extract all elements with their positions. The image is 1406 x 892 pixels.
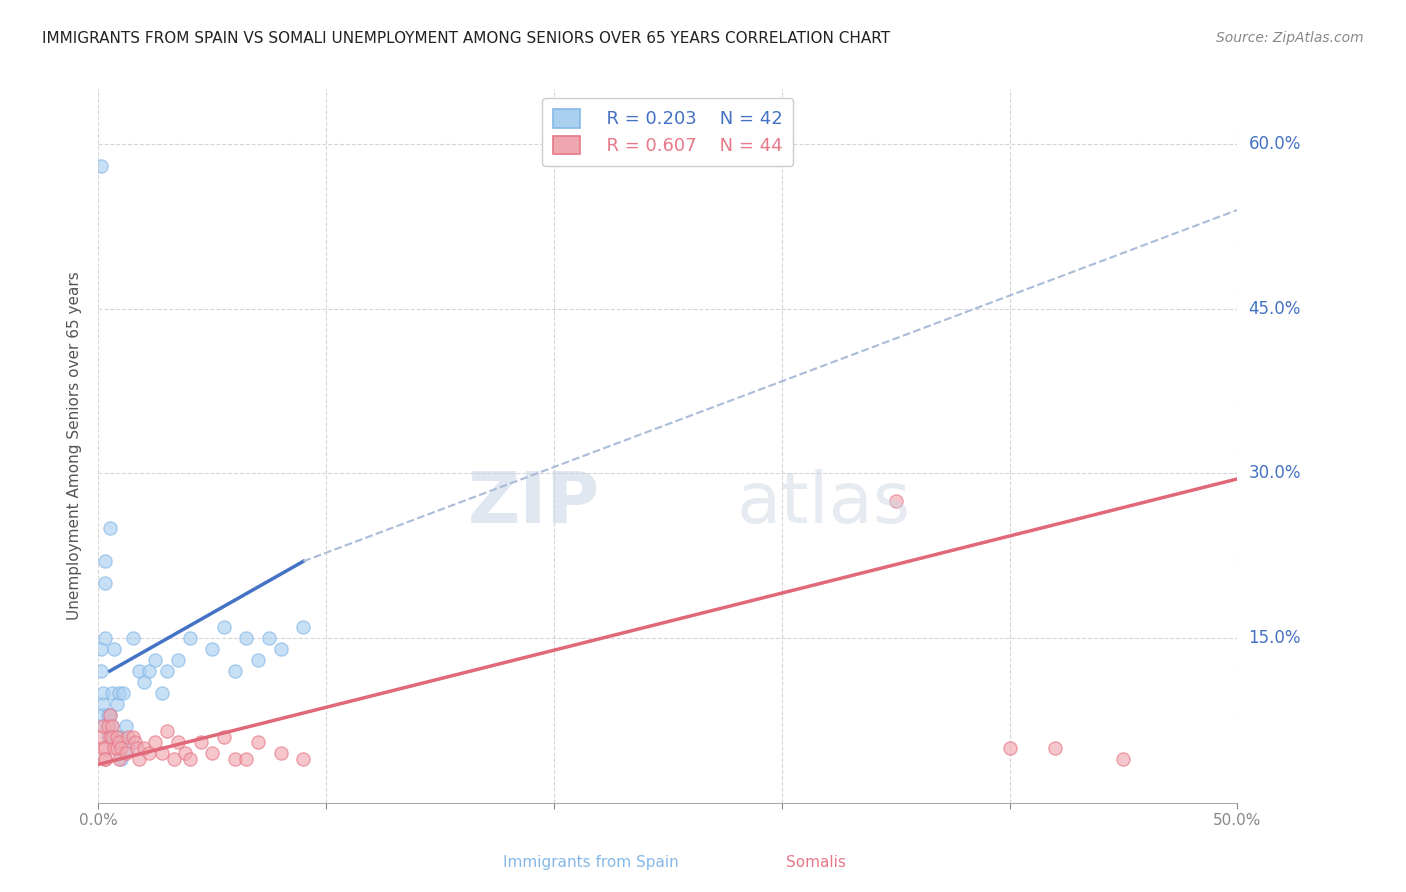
Point	[91, 697, 114, 711]
Point	[90, 664, 112, 678]
Point	[103, 642, 125, 657]
Point	[156, 724, 179, 739]
Point	[94, 631, 117, 645]
Point	[90, 730, 112, 744]
Y-axis label: Unemployment Among Seniors over 65 years: Unemployment Among Seniors over 65 years	[67, 272, 83, 620]
Point	[138, 664, 160, 678]
Point	[110, 752, 132, 766]
Point	[90, 159, 112, 173]
Point	[108, 686, 131, 700]
Text: 45.0%: 45.0%	[1249, 300, 1301, 318]
Point	[90, 642, 112, 657]
Point	[998, 740, 1021, 755]
Point	[98, 708, 121, 723]
Point	[224, 664, 246, 678]
Point	[110, 740, 132, 755]
Point	[884, 494, 907, 508]
Point	[101, 730, 124, 744]
Point	[246, 735, 269, 749]
Point	[98, 521, 121, 535]
Point	[128, 752, 150, 766]
Point	[105, 730, 128, 744]
Point	[96, 730, 118, 744]
Point	[150, 747, 173, 761]
Point	[114, 719, 136, 733]
Text: Immigrants from Spain: Immigrants from Spain	[503, 855, 678, 870]
Point	[91, 719, 114, 733]
Text: Source: ZipAtlas.com: Source: ZipAtlas.com	[1216, 31, 1364, 45]
Point	[270, 642, 292, 657]
Point	[94, 752, 117, 766]
Point	[94, 752, 117, 766]
Point	[132, 675, 155, 690]
Point	[112, 686, 135, 700]
Point	[235, 631, 257, 645]
Point	[259, 631, 281, 645]
Point	[91, 719, 114, 733]
Point	[96, 719, 118, 733]
Text: atlas: atlas	[737, 468, 911, 538]
Point	[108, 752, 131, 766]
Point	[292, 752, 315, 766]
Point	[145, 735, 167, 749]
Point	[91, 686, 114, 700]
Point	[167, 735, 190, 749]
Point	[246, 653, 269, 667]
Point	[128, 664, 150, 678]
Point	[150, 686, 173, 700]
Point	[190, 735, 212, 749]
Point	[1043, 740, 1066, 755]
Legend:   R = 0.203    N = 42,   R = 0.607    N = 44: R = 0.203 N = 42, R = 0.607 N = 44	[543, 98, 793, 166]
Point	[167, 653, 190, 667]
Point	[105, 697, 128, 711]
Point	[117, 730, 139, 744]
Point	[121, 730, 143, 744]
Point	[179, 631, 201, 645]
Point	[98, 730, 121, 744]
Text: 15.0%: 15.0%	[1249, 629, 1301, 647]
Text: IMMIGRANTS FROM SPAIN VS SOMALI UNEMPLOYMENT AMONG SENIORS OVER 65 YEARS CORRELA: IMMIGRANTS FROM SPAIN VS SOMALI UNEMPLOY…	[42, 31, 890, 46]
Point	[201, 747, 224, 761]
Point	[91, 708, 114, 723]
Point	[138, 747, 160, 761]
Point	[94, 740, 117, 755]
Point	[94, 554, 117, 568]
Point	[117, 740, 139, 755]
Text: 60.0%: 60.0%	[1249, 135, 1301, 153]
Point	[212, 730, 235, 744]
Text: ZIP: ZIP	[467, 468, 599, 538]
Point	[94, 576, 117, 591]
Point	[224, 752, 246, 766]
Point	[145, 653, 167, 667]
Point	[179, 752, 201, 766]
Point	[101, 719, 124, 733]
Point	[124, 735, 146, 749]
Point	[114, 747, 136, 761]
Point	[98, 708, 121, 723]
Point	[162, 752, 184, 766]
Point	[174, 747, 197, 761]
Point	[201, 642, 224, 657]
Point	[110, 730, 132, 744]
Text: 30.0%: 30.0%	[1249, 465, 1301, 483]
Point	[1112, 752, 1135, 766]
Point	[156, 664, 179, 678]
Point	[121, 631, 143, 645]
Point	[132, 740, 155, 755]
Text: Somalis: Somalis	[786, 855, 845, 870]
Point	[96, 708, 118, 723]
Point	[127, 740, 149, 755]
Point	[292, 620, 315, 634]
Point	[235, 752, 257, 766]
Point	[103, 740, 125, 755]
Point	[105, 730, 128, 744]
Point	[101, 719, 124, 733]
Point	[105, 740, 128, 755]
Point	[270, 747, 292, 761]
Point	[108, 735, 131, 749]
Point	[91, 740, 114, 755]
Point	[212, 620, 235, 634]
Point	[101, 686, 124, 700]
